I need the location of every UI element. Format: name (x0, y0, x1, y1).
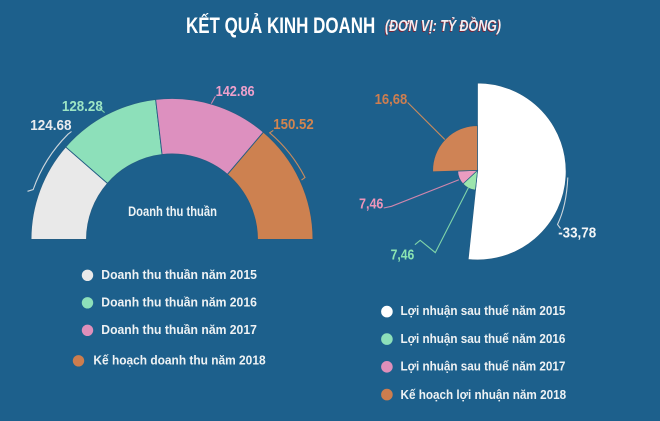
svg-text:142.86: 142.86 (216, 83, 255, 99)
svg-text:150.52: 150.52 (273, 117, 314, 133)
svg-text:-33,78: -33,78 (558, 224, 596, 241)
svg-text:16,68: 16,68 (375, 92, 408, 108)
svg-text:Kế hoạch doanh thu năm 2018: Kế hoạch doanh thu năm 2018 (93, 353, 265, 367)
svg-text:Doanh thu thuần năm 2015: Doanh thu thuần năm 2015 (101, 268, 257, 282)
svg-text:124.68: 124.68 (30, 117, 72, 133)
svg-text:Lợi nhuận sau thuế năm 2017: Lợi nhuận sau thuế năm 2017 (401, 359, 566, 374)
svg-text:7,46: 7,46 (359, 196, 383, 212)
svg-text:Lợi nhuận sau thuế năm 2015: Lợi nhuận sau thuế năm 2015 (401, 304, 566, 319)
svg-text:Doanh thu thuần: Doanh thu thuần (128, 204, 217, 219)
svg-text:Lợi nhuận sau thuế năm 2016: Lợi nhuận sau thuế năm 2016 (401, 331, 566, 346)
svg-text:(ĐƠN VỊ: TỶ ĐỒNG): (ĐƠN VỊ: TỶ ĐỒNG) (385, 16, 501, 36)
svg-text:KẾT QUẢ KINH DOANH: KẾT QUẢ KINH DOANH (186, 13, 375, 39)
svg-text:Kế hoạch lợi nhuận năm 2018: Kế hoạch lợi nhuận năm 2018 (401, 387, 567, 402)
svg-text:Doanh thu thuần năm 2016: Doanh thu thuần năm 2016 (101, 295, 257, 309)
svg-text:7,46: 7,46 (391, 246, 415, 262)
svg-text:Doanh thu thuần năm 2017: Doanh thu thuần năm 2017 (101, 323, 257, 337)
svg-text:(ĐƠN VỊ: TỶ ĐỒNG): (ĐƠN VỊ: TỶ ĐỒNG) (384, 16, 500, 36)
svg-text:128.28: 128.28 (62, 97, 103, 114)
